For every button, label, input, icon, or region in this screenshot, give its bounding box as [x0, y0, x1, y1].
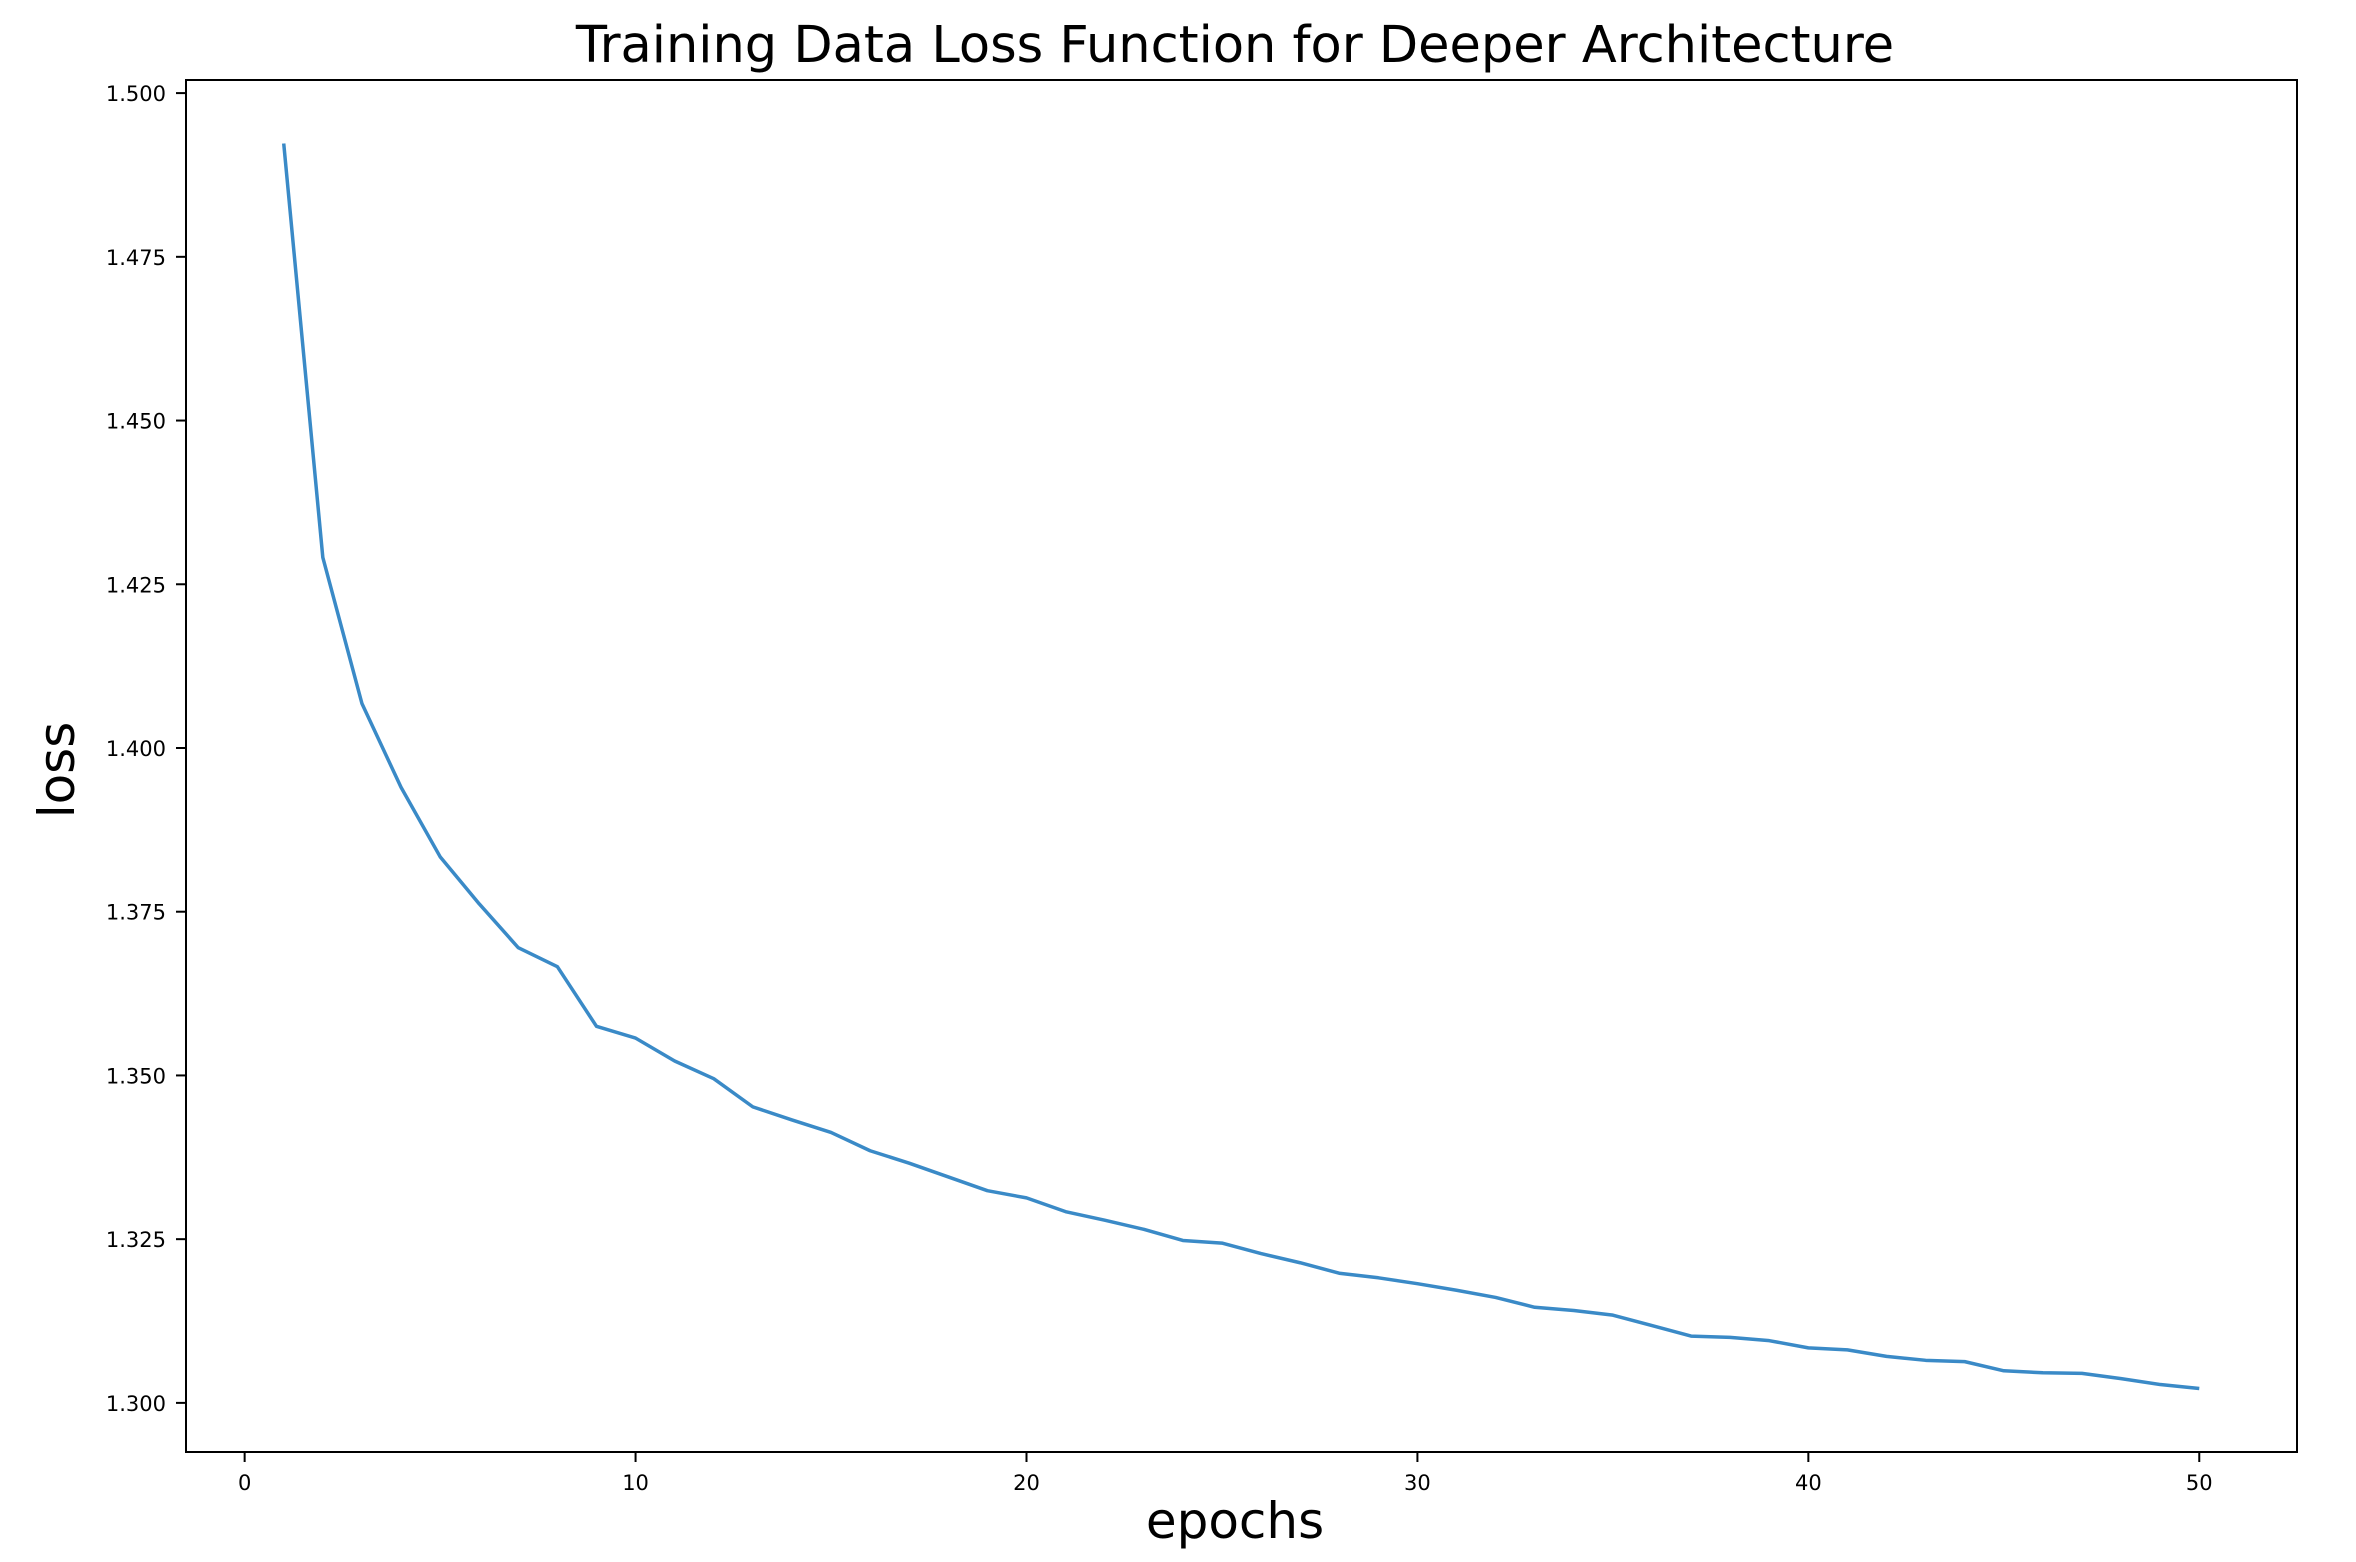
plot-area: 0 10 20 30 40 50 1.300 1.325 1.350 1.375 1.400 1.42…: [106, 79, 2298, 1495]
y-tick-label: 1.500: [106, 82, 166, 106]
chart-title: Training Data Loss Function for Deeper A…: [575, 16, 1894, 75]
x-tick-label: 10: [622, 1471, 649, 1495]
x-tick-label: 20: [1013, 1471, 1040, 1495]
y-tick-label: 1.375: [106, 901, 166, 925]
loss-series-line: [281, 143, 2200, 1391]
y-tick-label: 1.400: [106, 737, 166, 761]
x-tick-label: 50: [2186, 1471, 2213, 1495]
x-tick-label: 30: [1404, 1471, 1431, 1495]
y-tick-label: 1.300: [106, 1392, 166, 1416]
x-axis-label: epochs: [1146, 1492, 1324, 1550]
x-tick-label: 0: [238, 1471, 251, 1495]
y-axis-label: loss: [28, 722, 86, 819]
x-tick-label: 40: [1795, 1471, 1822, 1495]
y-tick-label: 1.350: [106, 1064, 166, 1088]
y-tick-label: 1.425: [106, 573, 166, 597]
y-tick-label: 1.450: [106, 410, 166, 434]
plot-frame: [185, 79, 2298, 1453]
y-tick-label: 1.325: [106, 1228, 166, 1252]
y-tick-label: 1.475: [106, 246, 166, 270]
